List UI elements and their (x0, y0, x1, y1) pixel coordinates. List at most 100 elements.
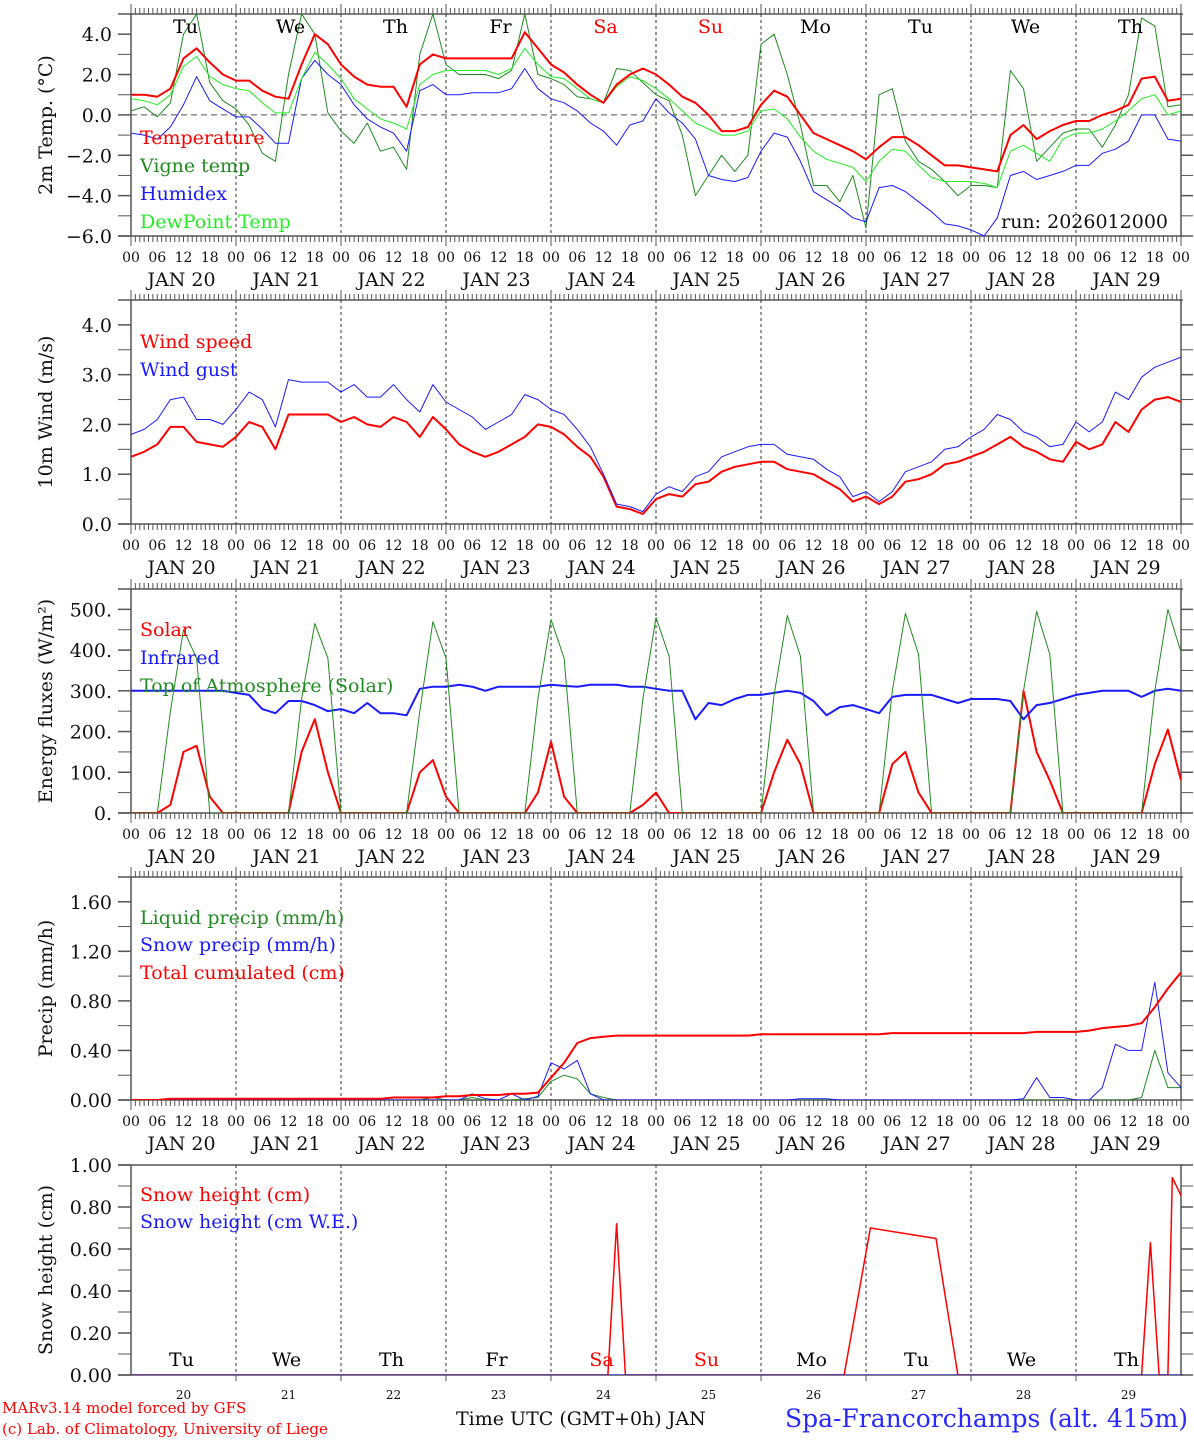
series-line-total-cumulated-cm- (131, 971, 1181, 1100)
hour-tick-label: 12 (595, 827, 613, 843)
date-label: JAN 22 (355, 846, 425, 868)
weekday-label: Sa (593, 16, 617, 38)
hour-tick-label: 12 (805, 250, 823, 266)
hour-tick-label: 18 (306, 250, 324, 266)
hour-tick-label: 18 (726, 1114, 744, 1130)
hour-tick-label: 18 (936, 1114, 954, 1130)
date-label: JAN 28 (985, 846, 1055, 868)
legend-entry: Vigne temp (139, 155, 250, 177)
series-line-snow-height-cm- (131, 1176, 1181, 1375)
hour-tick-label: 06 (463, 538, 481, 554)
hour-tick-label: 00 (437, 1114, 455, 1130)
hour-tick-label: 12 (280, 250, 298, 266)
hour-tick-label: 18 (1146, 1114, 1164, 1130)
hour-tick-label: 06 (358, 1114, 376, 1130)
date-label: JAN 25 (670, 1133, 740, 1155)
hour-tick-label: 00 (122, 827, 140, 843)
date-label: JAN 21 (250, 557, 320, 579)
hour-tick-label: 12 (700, 827, 718, 843)
day-number-label: 22 (386, 1388, 401, 1402)
y-tick-label: 0.40 (70, 1040, 112, 1062)
weekday-label: Su (698, 16, 723, 38)
day-number-label: 27 (911, 1388, 926, 1402)
hour-tick-label: 06 (988, 250, 1006, 266)
hour-tick-label: 18 (726, 827, 744, 843)
y-tick-label: −6.0 (66, 226, 112, 248)
hour-tick-label: 00 (752, 827, 770, 843)
hour-tick-label: 12 (280, 827, 298, 843)
hour-tick-label: 18 (411, 250, 429, 266)
hour-tick-label: 00 (647, 538, 665, 554)
hour-tick-label: 12 (700, 1114, 718, 1130)
hour-tick-label: 06 (148, 250, 166, 266)
series-line-humidex (131, 59, 1181, 236)
hour-tick-label: 06 (568, 1114, 586, 1130)
y-tick-label: 2.0 (82, 65, 112, 87)
hour-tick-label: 06 (778, 1114, 796, 1130)
y-tick-label: −2.0 (66, 145, 112, 167)
hour-tick-label: 12 (385, 827, 403, 843)
y-tick-label: 500. (70, 599, 112, 621)
date-label: JAN 22 (355, 269, 425, 291)
y-tick-label: 1.00 (70, 1155, 112, 1177)
y-tick-label: 0. (94, 803, 112, 825)
panel-snow: 1.00 0.80 0.60 0.40 0.20 0.00 Snow height (cm)… (35, 1155, 1193, 1402)
hour-tick-label: 18 (516, 538, 534, 554)
hour-tick-label: 18 (831, 1114, 849, 1130)
hour-tick-label: 06 (673, 1114, 691, 1130)
hour-tick-label: 00 (857, 1114, 875, 1130)
hour-tick-label: 00 (542, 1114, 560, 1130)
hour-tick-label: 06 (1093, 250, 1111, 266)
hour-tick-label: 00 (1172, 250, 1190, 266)
hour-tick-label: 12 (595, 250, 613, 266)
hour-tick-label: 00 (122, 250, 140, 266)
date-label: JAN 22 (355, 1133, 425, 1155)
hour-tick-label: 18 (936, 250, 954, 266)
date-label: JAN 23 (460, 557, 530, 579)
hour-tick-label: 06 (463, 250, 481, 266)
legend-entry: Top of Atmosphere (Solar) (140, 675, 393, 697)
hour-tick-label: 00 (752, 1114, 770, 1130)
hour-tick-label: 18 (411, 1114, 429, 1130)
hour-tick-label: 06 (1093, 1114, 1111, 1130)
legend-entry: Snow height (cm W.E.) (140, 1211, 358, 1233)
hour-tick-label: 06 (568, 827, 586, 843)
panel-temp: 4.0 2.0 0.0 −2.0 −4.0 −6.0 2m Temp. (°C) Temper… (35, 4, 1193, 291)
legend-entry: Infrared (140, 647, 220, 669)
hour-tick-label: 12 (1015, 538, 1033, 554)
date-label: JAN 27 (880, 269, 950, 291)
y-tick-label: 0.0 (82, 105, 112, 127)
hour-tick-label: 06 (358, 250, 376, 266)
hour-tick-label: 18 (621, 827, 639, 843)
hour-tick-label: 12 (385, 1114, 403, 1130)
hour-tick-label: 12 (175, 1114, 193, 1130)
hour-tick-label: 18 (621, 250, 639, 266)
hour-tick-label: 18 (306, 1114, 324, 1130)
weekday-label: Fr (485, 1349, 508, 1371)
hour-tick-label: 18 (201, 1114, 219, 1130)
hour-tick-label: 06 (1093, 827, 1111, 843)
hour-tick-label: 18 (201, 538, 219, 554)
hour-tick-label: 06 (148, 827, 166, 843)
hour-tick-label: 12 (910, 538, 928, 554)
hour-tick-label: 18 (1146, 538, 1164, 554)
hour-tick-label: 00 (1172, 1114, 1190, 1130)
hour-tick-label: 00 (122, 538, 140, 554)
date-label: JAN 28 (985, 269, 1055, 291)
weekday-label: Tu (908, 16, 933, 38)
hour-tick-label: 18 (726, 538, 744, 554)
date-label: JAN 27 (880, 1133, 950, 1155)
weekday-label: Fr (489, 16, 512, 38)
hour-tick-label: 06 (988, 1114, 1006, 1130)
y-tick-label: 0.80 (70, 991, 112, 1013)
hour-tick-label: 12 (490, 1114, 508, 1130)
legend-entry: Snow height (cm) (140, 1184, 310, 1206)
hour-tick-label: 18 (936, 827, 954, 843)
date-label: JAN 27 (880, 846, 950, 868)
date-label: JAN 21 (250, 269, 320, 291)
date-label: JAN 22 (355, 557, 425, 579)
date-label: JAN 26 (775, 846, 845, 868)
y-axis-label: 10m Wind (m/s) (35, 336, 57, 489)
hour-tick-label: 18 (516, 250, 534, 266)
